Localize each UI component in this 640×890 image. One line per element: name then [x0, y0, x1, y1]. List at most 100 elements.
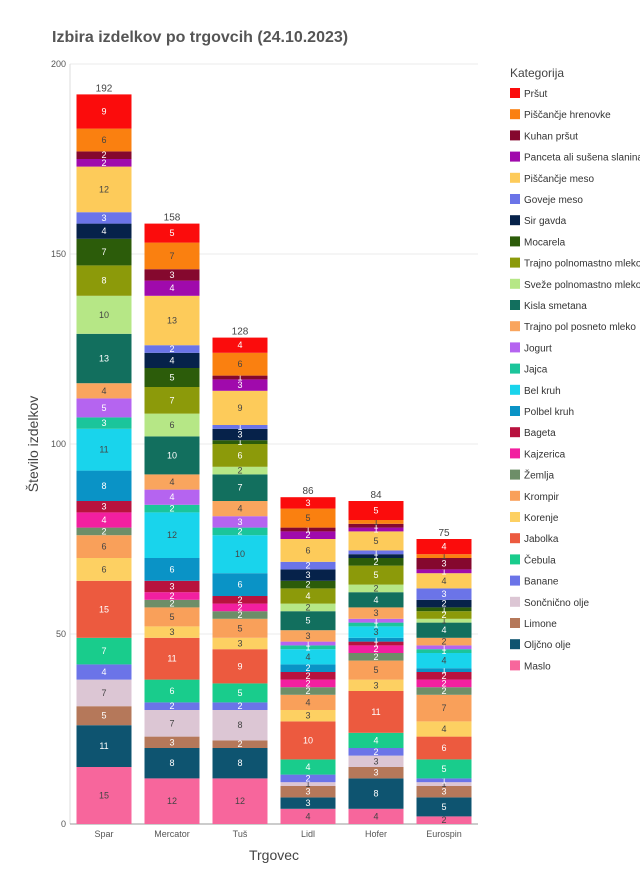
bar-segment-label: 2 — [305, 561, 310, 571]
legend-label: Trajno pol posneto mleko — [524, 322, 636, 333]
bar-segment — [212, 535, 268, 574]
bar-segment-label: 6 — [305, 545, 310, 555]
bar-segment-label: 2 — [441, 671, 446, 681]
bar-segment-label: 7 — [169, 251, 174, 261]
bar-segment-label: 5 — [169, 228, 174, 238]
bar-segment-label: 13 — [167, 316, 177, 326]
bar-segment — [280, 508, 336, 528]
legend-label: Sir gavda — [524, 216, 567, 227]
bar-segment-label: 2 — [169, 344, 174, 354]
bar-segment — [212, 440, 268, 444]
x-tick-label: Lidl — [301, 829, 315, 839]
legend-label: Piščančje hrenovke — [524, 110, 611, 121]
bar-segment — [280, 786, 336, 798]
legend-label: Polbel kruh — [524, 407, 574, 418]
legend-swatch — [510, 321, 520, 332]
bar-segment — [348, 637, 404, 642]
bar-segment — [76, 501, 132, 513]
bar-segment — [144, 626, 200, 638]
bar-segment — [280, 630, 336, 642]
bar-segment — [348, 554, 404, 558]
bar-segment-label: 2 — [305, 671, 310, 681]
bar-segment-label: 3 — [305, 631, 310, 641]
bar-segment-label: 6 — [237, 450, 242, 460]
bar-segment-label: 5 — [101, 711, 106, 721]
bar-segment-label: 7 — [101, 646, 106, 656]
legend-label: Bel kruh — [524, 386, 561, 397]
bar-segment-label: 1 — [237, 373, 242, 383]
bar-segment-label: 8 — [373, 789, 378, 799]
bar-segment-label: 3 — [373, 768, 378, 778]
bar-segment — [212, 516, 268, 528]
legend-swatch — [510, 575, 520, 586]
bar-segment — [348, 592, 404, 608]
legend-label: Krompir — [524, 492, 560, 503]
bar-segment — [416, 816, 472, 824]
bar-segment-label: 11 — [99, 445, 108, 455]
bar-segment — [280, 531, 336, 539]
bar-segment — [280, 649, 336, 665]
bar-segment-label: 1 — [237, 422, 242, 432]
legend-swatch — [510, 236, 520, 247]
bar-segment — [212, 778, 268, 824]
bar-segment-label: 6 — [237, 580, 242, 590]
bar-segment — [348, 626, 404, 638]
x-axis-title: Trgovec — [249, 847, 299, 863]
legend-label: Bageta — [524, 428, 556, 439]
bar-segment-label: 3 — [101, 502, 106, 512]
bar-segment — [76, 398, 132, 418]
legend-label: Jajca — [524, 365, 548, 376]
bar-segment-label: 5 — [305, 513, 310, 523]
legend-swatch — [510, 257, 520, 268]
bar-segment-label: 1 — [373, 551, 378, 561]
bar-segment-label: 3 — [305, 787, 310, 797]
bar-segment — [416, 649, 472, 653]
bar-segment — [348, 748, 404, 756]
bar-segment — [144, 242, 200, 270]
bar-segment — [144, 710, 200, 737]
bar-segment — [348, 558, 404, 566]
x-tick-label: Mercator — [154, 829, 190, 839]
bar-segment — [348, 501, 404, 520]
bar-segment-label: 4 — [169, 492, 174, 502]
bar-segment-label: 6 — [169, 686, 174, 696]
bar-segment-label: 1 — [305, 642, 310, 652]
bar-segment — [280, 603, 336, 612]
bar-segment — [212, 337, 268, 353]
bar-segment — [76, 333, 132, 384]
bar-segment-label: 1 — [373, 521, 378, 531]
bar-segment — [76, 428, 132, 471]
bar-segment-label: 1 — [237, 437, 242, 447]
legend-label: Sončnično olje — [524, 598, 589, 609]
bar-segment — [76, 295, 132, 334]
bar-segment-label: 3 — [101, 213, 106, 223]
bar-segment — [76, 159, 132, 167]
bar-segment-label: 4 — [441, 576, 446, 586]
bar-segment-label: 3 — [305, 711, 310, 721]
bar-segment-label: 1 — [441, 665, 446, 675]
bar-segment-label: 4 — [441, 542, 446, 552]
bar-segment-label: 1 — [441, 566, 446, 576]
bar-segment — [212, 637, 268, 650]
bar-segment — [76, 94, 132, 129]
bar-segment-label: 3 — [237, 380, 242, 390]
bar-segment — [76, 238, 132, 266]
bar-segment-label: 2 — [169, 599, 174, 609]
bar-segment-label: 10 — [99, 310, 109, 320]
bar-segment — [280, 721, 336, 760]
bar-segment — [348, 618, 404, 623]
bar-segment — [212, 527, 268, 536]
bar-segment — [348, 653, 404, 661]
bar-segment-label: 2 — [441, 599, 446, 609]
bar-segment — [212, 425, 268, 429]
x-tick-label: Eurospin — [426, 829, 462, 839]
bar-segment-label: 6 — [441, 743, 446, 753]
bar-segment-label: 3 — [237, 639, 242, 649]
bar-segment-label: 3 — [169, 627, 174, 637]
legend-label: Mocarela — [524, 237, 566, 248]
y-axis-ticks: 0 50 100 150 200 — [51, 59, 66, 829]
bar-segment — [212, 466, 268, 475]
bar-segment-label: 4 — [169, 283, 174, 293]
legend-swatch — [510, 278, 520, 289]
